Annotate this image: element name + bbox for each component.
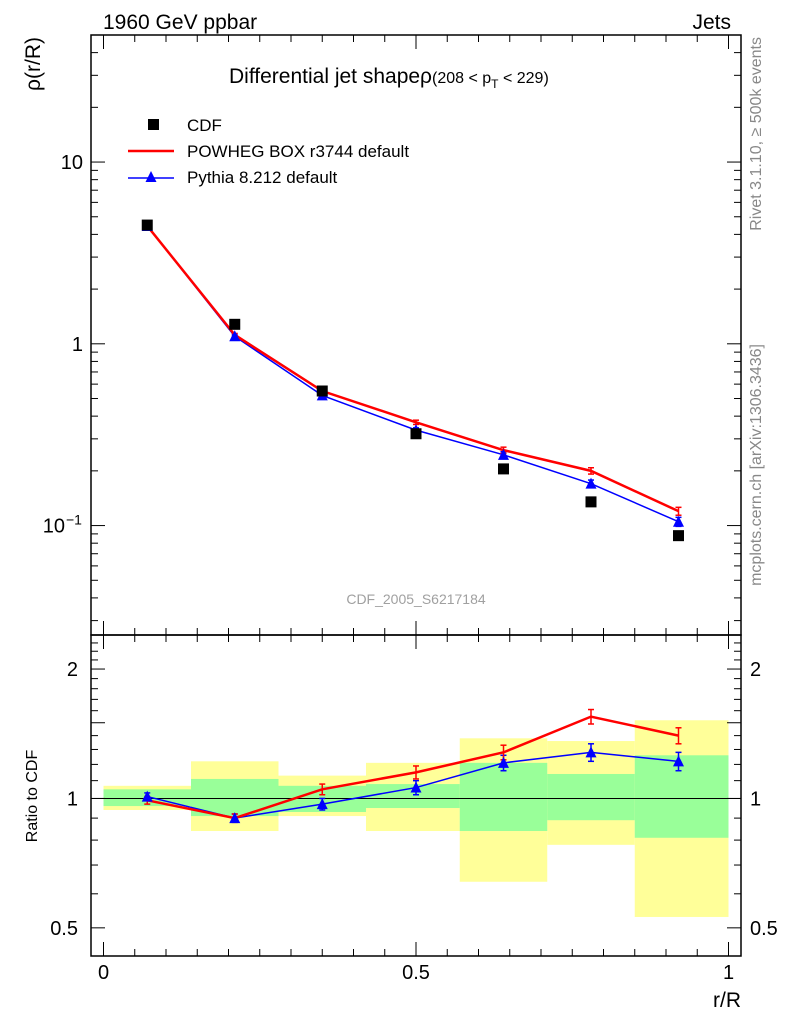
chart-title-cut-prefix: (208 < p xyxy=(432,70,491,87)
y-tick-label: 1 xyxy=(67,788,78,810)
ratio-axis-ticks xyxy=(91,635,741,956)
ratio-y-axis-label: Ratio to CDF xyxy=(24,750,41,843)
legend-powheg-label: POWHEG BOX r3744 default xyxy=(187,142,409,161)
legend-pythia-label: Pythia 8.212 default xyxy=(187,168,338,187)
powheg-line xyxy=(146,225,680,513)
y-tick-label: 2 xyxy=(67,659,78,681)
ratio-pythia-marker xyxy=(498,756,509,768)
ratio-inner-band-bin xyxy=(547,773,635,821)
y-tick-label: 10 xyxy=(43,516,65,538)
side-label-rivet: Rivet 3.1.10, ≥ 500k events xyxy=(748,37,765,231)
ratio-uncertainty-bands xyxy=(103,720,729,917)
y-tick-label: 0.5 xyxy=(50,918,78,940)
pythia-marker xyxy=(673,515,684,527)
main-data-layer xyxy=(141,219,684,542)
ratio-pythia-marker xyxy=(316,798,328,810)
ratio-pythia-marker xyxy=(673,755,684,767)
y-tick-label: 10 xyxy=(61,152,83,174)
cdf-data-point xyxy=(410,428,422,440)
analysis-watermark: CDF_2005_S6217184 xyxy=(346,591,486,607)
y-tick-label-right: 0.5 xyxy=(750,918,778,940)
pythia-marker xyxy=(229,330,241,342)
ratio-pythia-marker xyxy=(229,812,241,824)
cdf-data-point xyxy=(498,463,509,475)
cdf-data-point xyxy=(229,318,241,330)
chart-title-cut-sub: T xyxy=(491,77,499,91)
ratio-inner-band-bin xyxy=(634,755,729,838)
pythia-line xyxy=(146,225,679,523)
header-energy-label: 1960 GeV ppbar xyxy=(103,11,257,34)
side-label-mcplots: mcplots.cern.ch [arXiv:1306.3436] xyxy=(748,344,765,586)
y-tick-label-exponent: −1 xyxy=(66,512,82,528)
x-tick-label: 1 xyxy=(723,962,734,984)
ratio-y-tick-labels: 2 2 1 1 0.5 0.5 xyxy=(50,659,778,940)
chart-title-cut-suffix: < 229) xyxy=(499,70,549,87)
x-tick-label: 0 xyxy=(98,962,109,984)
cdf-data-point xyxy=(673,530,684,542)
main-axis-ticks xyxy=(91,34,741,635)
ratio-inner-band-bin xyxy=(459,762,548,831)
y-tick-label-right: 1 xyxy=(750,788,761,810)
x-axis-label: r/R xyxy=(713,989,741,1012)
ratio-pythia-marker xyxy=(585,746,597,758)
ratio-data-layer xyxy=(141,708,684,824)
x-tick-labels: 0 0.5 1 xyxy=(98,962,734,984)
ratio-pythia-marker xyxy=(141,790,153,802)
pythia-marker xyxy=(498,448,509,460)
cdf-data-point xyxy=(585,496,597,508)
y-tick-label: 1 xyxy=(72,334,83,356)
chart-title: Differential jet shapeρ(208 < pT < 229) xyxy=(229,65,549,91)
header-process-label: Jets xyxy=(692,11,731,34)
cdf-data-point xyxy=(141,219,153,231)
main-y-axis-label: ρ(r/R) xyxy=(22,37,45,91)
cdf-data-point xyxy=(316,385,328,397)
x-tick-label: 0.5 xyxy=(402,962,430,984)
ratio-pythia-marker xyxy=(410,781,422,793)
ratio-inner-band-bin xyxy=(366,784,460,809)
ratio-inner-band-bin xyxy=(191,778,279,817)
chart-title-main: Differential jet shapeρ xyxy=(229,65,432,88)
ratio-panel: 2 21 10.5 0.5 0 0.5 1 Ratio to CDF r/R xyxy=(24,634,778,1012)
pythia-marker xyxy=(585,477,597,489)
legend-pythia-marker xyxy=(145,171,157,182)
legend-cdf-marker xyxy=(148,119,159,130)
y-tick-label-right: 2 xyxy=(750,659,761,681)
legend-cdf-label: CDF xyxy=(187,116,222,135)
legend: CDF POWHEG BOX r3744 default Pythia 8.21… xyxy=(128,116,409,187)
